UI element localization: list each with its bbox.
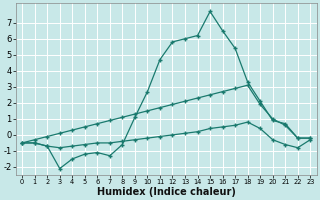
X-axis label: Humidex (Indice chaleur): Humidex (Indice chaleur) (97, 187, 236, 197)
